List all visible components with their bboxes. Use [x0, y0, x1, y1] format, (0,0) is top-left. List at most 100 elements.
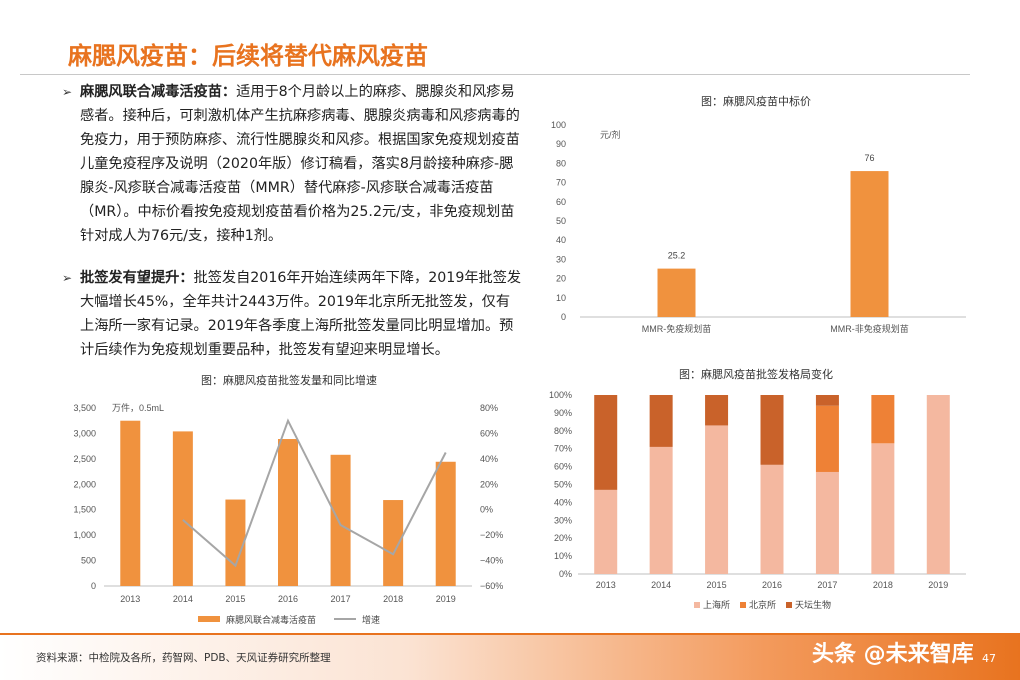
stacked-bar-segment	[760, 395, 784, 465]
price-bar	[850, 171, 889, 317]
y-tick-label: 60%	[554, 462, 572, 472]
y-right-tick-label: 40%	[480, 454, 498, 464]
y-right-tick-label: −40%	[480, 556, 503, 566]
share-chart: 图：麻腮风疫苗批签发格局变化 0% 10% 20% 30% 40% 50% 60% 70% 80%…	[536, 362, 976, 626]
release-bar	[172, 431, 193, 586]
y-tick-label: 40%	[554, 497, 572, 507]
y-tick-label: 50%	[554, 480, 572, 490]
watermark: 头条 @未来智库	[812, 642, 974, 667]
price-bar	[657, 268, 696, 317]
release-bar	[225, 499, 246, 586]
x-tick-label: 2019	[928, 580, 948, 590]
stacked-bar-segment	[649, 446, 673, 574]
legend-swatch	[740, 602, 746, 608]
y-left-tick-label: 2,500	[73, 454, 96, 464]
source-note: 资料来源：中检院及各所，药智网、PDB、天风证券研究所整理	[36, 652, 331, 664]
page-title: 麻腮风疫苗：后续将替代麻风疫苗	[68, 42, 428, 70]
y-tick-label: 0%	[559, 569, 572, 579]
legend-label: 增速	[362, 614, 380, 625]
stacked-bar-segment	[815, 405, 839, 472]
footer-line	[0, 633, 1020, 635]
x-tick-label: MMR-非免疫规划苗	[830, 323, 909, 334]
x-tick-label: MMR-免疫规划苗	[642, 323, 712, 334]
release-bar	[120, 420, 141, 586]
y-left-tick-label: 500	[81, 556, 96, 566]
data-label: 76	[864, 153, 874, 163]
y-unit-label: 元/剂	[600, 129, 621, 140]
y-left-tick-label: 2,000	[73, 479, 96, 489]
x-tick-label: 2019	[436, 594, 456, 604]
y-tick-label: 80	[556, 158, 566, 168]
growth-line	[182, 418, 447, 568]
release-bar	[330, 454, 351, 586]
arrow-bullet-icon: ➢	[62, 85, 73, 99]
x-tick-label: 2016	[762, 580, 782, 590]
release-bar	[278, 439, 298, 586]
x-tick-label: 2018	[873, 580, 893, 590]
stacked-bar-segment	[760, 464, 784, 574]
y-right-tick-label: −60%	[480, 581, 503, 591]
legend-swatch	[694, 602, 700, 608]
y-right-tick-label: 0%	[480, 505, 493, 515]
y-tick-label: 30%	[554, 515, 572, 525]
y-tick-label: 0	[561, 312, 566, 322]
y-right-tick-label: 60%	[480, 428, 498, 438]
y-left-tick-label: 1,000	[73, 530, 96, 540]
x-tick-label: 2016	[278, 594, 298, 604]
y-right-tick-label: 20%	[480, 479, 498, 489]
bullet-batch-release: ➢ 批签发有望提升：批签发自2016年开始连续两年下降，2019年批签发大幅增长…	[62, 266, 524, 362]
y-left-tick-label: 1,500	[73, 505, 96, 515]
stacked-bar-segment	[871, 395, 895, 444]
y-tick-label: 20	[556, 274, 566, 284]
y-tick-label: 70	[556, 178, 566, 188]
y-tick-label: 90%	[554, 408, 572, 418]
chart-title: 图：麻腮风疫苗批签发格局变化	[679, 367, 833, 381]
page-number: 47	[982, 652, 996, 665]
y-tick-label: 20%	[554, 533, 572, 543]
x-tick-label: 2018	[383, 594, 403, 604]
stacked-bar-segment	[705, 395, 729, 426]
stacked-bar-segment	[649, 395, 673, 447]
price-chart: 图：麻腮风疫苗中标价 0 10 20 30 40 50 60 70 80 90 100 元/剂 25.2 M…	[536, 88, 976, 348]
bullet-text: 批签发自2016年开始连续两年下降，2019年批签发大幅增长45%，全年共计24…	[80, 270, 522, 358]
y-tick-label: 30	[556, 254, 566, 264]
footer-band	[0, 633, 1020, 680]
x-tick-label: 2015	[707, 580, 727, 590]
x-tick-label: 2015	[225, 594, 245, 604]
legend-label: 天坛生物	[795, 599, 831, 610]
legend-swatch-bar	[198, 616, 220, 622]
y-left-tick-label: 3,500	[73, 403, 96, 413]
x-tick-label: 2014	[651, 580, 671, 590]
x-tick-label: 2013	[120, 594, 140, 604]
x-tick-label: 2013	[596, 580, 616, 590]
chart-title: 图：麻腮风疫苗批签发量和同比增速	[201, 373, 377, 387]
share-chart-svg: 图：麻腮风疫苗批签发格局变化 0% 10% 20% 30% 40% 50% 60% 70% 80%…	[549, 367, 966, 610]
stacked-bar-segment	[815, 471, 839, 574]
bullet-heading: 批签发有望提升：	[80, 270, 194, 286]
stacked-bar-segment	[594, 489, 618, 574]
batch-release-chart-svg: 图：麻腮风疫苗批签发量和同比增速 0 500 1,000 1,500 2,000 2,500…	[73, 373, 503, 625]
y-tick-label: 100%	[549, 390, 572, 400]
y-tick-label: 60	[556, 197, 566, 207]
bullet-text: 适用于8个月龄以上的麻疹、腮腺炎和风疹易感者。接种后，可刺激机体产生抗麻疹病毒、…	[80, 84, 520, 244]
x-tick-label: 2017	[331, 594, 351, 604]
data-label: 25.2	[668, 251, 686, 261]
y-tick-label: 80%	[554, 426, 572, 436]
stacked-bar-segment	[926, 395, 950, 574]
stacked-bar-segment	[815, 395, 839, 406]
y-left-tick-label: 3,000	[73, 428, 96, 438]
y-tick-label: 70%	[554, 444, 572, 454]
y-tick-label: 40	[556, 235, 566, 245]
x-tick-label: 2014	[173, 594, 193, 604]
legend-swatch	[786, 602, 792, 608]
y-tick-label: 10%	[554, 551, 572, 561]
bullet-heading: 麻腮风联合减毒活疫苗：	[80, 84, 237, 100]
stacked-bar-segment	[705, 425, 729, 574]
y-tick-label: 100	[551, 120, 566, 130]
stacked-bar-segment	[594, 395, 618, 490]
y-right-tick-label: −20%	[480, 530, 503, 540]
release-bar	[435, 461, 456, 586]
y-tick-label: 10	[556, 293, 566, 303]
batch-release-chart: 图：麻腮风疫苗批签发量和同比增速 0 500 1,000 1,500 2,000 2,500…	[58, 370, 520, 632]
chart-title: 图：麻腮风疫苗中标价	[701, 94, 811, 108]
